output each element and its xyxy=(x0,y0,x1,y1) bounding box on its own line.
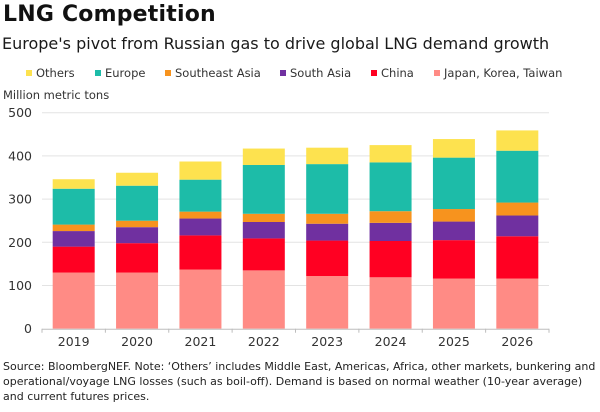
bar-segment-south-asia-2023 xyxy=(306,223,349,241)
bar-segment-south-asia-2021 xyxy=(179,218,222,236)
legend-swatch xyxy=(95,70,101,76)
legend: Others Europe Southeast Asia South Asia Chin… xyxy=(0,66,600,82)
bar-segment-europe-2019 xyxy=(52,188,95,225)
bar-segment-southeast-asia-2026 xyxy=(496,202,539,216)
legend-label: Others xyxy=(36,66,75,80)
bar-segment-europe-2023 xyxy=(306,164,349,214)
bar-segment-south-asia-2025 xyxy=(432,221,475,241)
legend-item: Southeast Asia xyxy=(165,66,261,80)
bar-segment-europe-2025 xyxy=(432,157,475,210)
legend-label: South Asia xyxy=(290,66,352,80)
bar-segment-south-asia-2026 xyxy=(496,215,539,237)
bar-segment-others-2025 xyxy=(432,139,475,158)
x-tick-label: 2021 xyxy=(185,334,217,349)
y-tick-label: 400 xyxy=(8,148,32,163)
bar-segment-china-2020 xyxy=(116,243,159,273)
x-tick-label: 2023 xyxy=(311,334,343,349)
bar-segment-south-asia-2019 xyxy=(52,231,95,247)
bar-segment-others-2026 xyxy=(496,130,539,151)
bar-segment-southeast-asia-2019 xyxy=(52,224,95,232)
bar-segment-japan-korea-taiwan-2024 xyxy=(369,277,412,329)
bar-segment-china-2019 xyxy=(52,246,95,273)
bar-segment-others-2021 xyxy=(179,161,222,180)
legend-label: Japan, Korea, Taiwan xyxy=(444,66,563,80)
bar-segment-china-2023 xyxy=(306,240,349,276)
legend-label: Southeast Asia xyxy=(175,66,261,80)
bar-segment-japan-korea-taiwan-2026 xyxy=(496,278,539,329)
legend-swatch xyxy=(280,70,286,76)
chart-title: LNG Competition xyxy=(3,2,216,27)
bar-segment-south-asia-2022 xyxy=(242,221,285,239)
footnote: Source: BloombergNEF. Note: ‘Others’ inc… xyxy=(3,360,596,403)
y-tick-label: 0 xyxy=(24,321,32,336)
bar-segment-southeast-asia-2023 xyxy=(306,213,349,224)
legend-swatch xyxy=(434,70,440,76)
legend-item: China xyxy=(371,66,414,80)
bar-segment-china-2026 xyxy=(496,236,539,279)
bar-segment-japan-korea-taiwan-2025 xyxy=(432,278,475,329)
bar-segment-south-asia-2024 xyxy=(369,222,412,242)
x-tick-label: 2022 xyxy=(248,334,280,349)
y-tick-label: 100 xyxy=(8,278,32,293)
bar-segment-europe-2022 xyxy=(242,164,285,214)
legend-swatch xyxy=(26,70,32,76)
bar-segment-europe-2021 xyxy=(179,179,222,212)
bar-segment-southeast-asia-2025 xyxy=(432,209,475,222)
x-tick-label: 2025 xyxy=(438,334,470,349)
y-tick-label: 300 xyxy=(8,192,32,207)
y-tick-label: 200 xyxy=(8,235,32,250)
chart-subtitle: Europe's pivot from Russian gas to drive… xyxy=(2,34,550,53)
bar-segment-japan-korea-taiwan-2023 xyxy=(306,275,349,329)
bar-segment-europe-2020 xyxy=(116,185,159,221)
legend-swatch xyxy=(165,70,171,76)
legend-label: China xyxy=(381,66,414,80)
bar-segment-others-2023 xyxy=(306,147,349,165)
legend-label: Europe xyxy=(105,66,146,80)
bar-segment-japan-korea-taiwan-2019 xyxy=(52,272,95,329)
bar-segment-japan-korea-taiwan-2020 xyxy=(116,272,159,329)
bar-segment-southeast-asia-2024 xyxy=(369,211,412,223)
legend-item: Others xyxy=(26,66,75,80)
y-tick-label: 500 xyxy=(8,105,32,120)
bar-segment-china-2024 xyxy=(369,241,412,278)
x-tick-label: 2019 xyxy=(58,334,90,349)
x-tick-label: 2026 xyxy=(501,334,533,349)
y-axis-label: Million metric tons xyxy=(3,88,110,102)
bar-segment-others-2019 xyxy=(52,179,95,189)
bar-segment-southeast-asia-2020 xyxy=(116,220,159,228)
bar-segment-europe-2024 xyxy=(369,162,412,212)
bar-segment-japan-korea-taiwan-2022 xyxy=(242,270,285,329)
bar-segment-others-2024 xyxy=(369,145,412,163)
x-tick-label: 2024 xyxy=(375,334,407,349)
legend-item: South Asia xyxy=(280,66,351,80)
bar-segment-china-2025 xyxy=(432,240,475,279)
bar-segment-japan-korea-taiwan-2021 xyxy=(179,269,222,329)
bar-segment-china-2021 xyxy=(179,235,222,270)
bar-segment-others-2020 xyxy=(116,172,159,186)
legend-swatch xyxy=(371,70,377,76)
bar-segment-others-2022 xyxy=(242,148,285,165)
bar-segment-southeast-asia-2021 xyxy=(179,211,222,219)
bar-segment-south-asia-2020 xyxy=(116,227,159,244)
legend-item: Europe xyxy=(95,66,145,80)
bar-segment-southeast-asia-2022 xyxy=(242,213,285,222)
bar-segment-china-2022 xyxy=(242,238,285,271)
bar-segment-europe-2026 xyxy=(496,150,539,203)
x-tick-label: 2020 xyxy=(121,334,153,349)
legend-item: Japan, Korea, Taiwan xyxy=(434,66,562,80)
